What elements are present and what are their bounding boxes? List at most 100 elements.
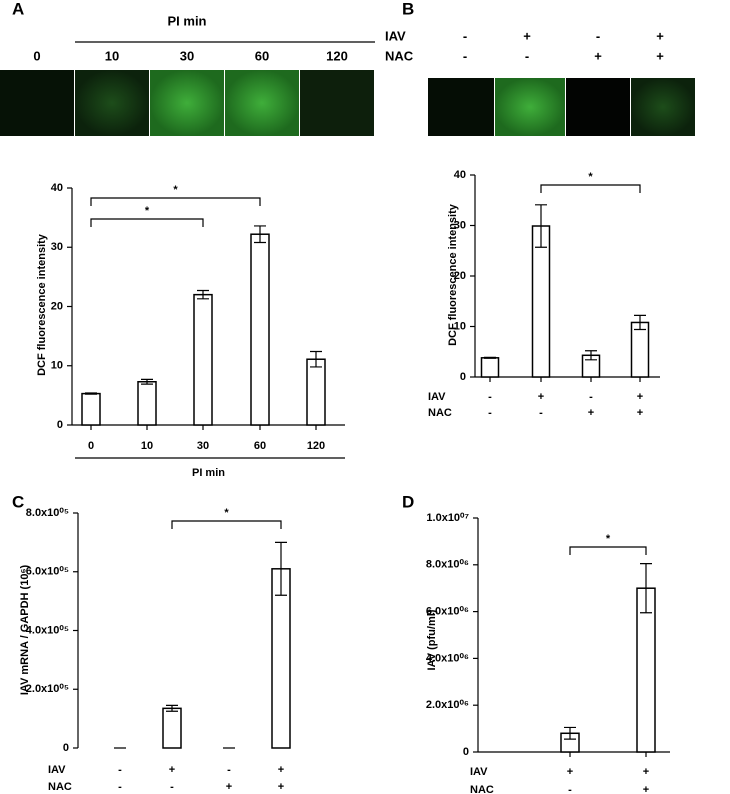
y-axis-label: IAV (pfu/ml) [426, 609, 438, 670]
condition-name: IAV [470, 766, 488, 778]
image-condition-sign: - [525, 48, 529, 63]
condition-sign: + [643, 766, 649, 778]
micrograph [0, 70, 74, 136]
bar [193, 293, 213, 426]
bar [531, 225, 551, 378]
y-axis-label: DCF fluorescence intensity [447, 203, 459, 346]
significance-label: * [224, 507, 229, 519]
condition-name: IAV [428, 391, 446, 403]
image-condition-sign: + [594, 48, 602, 63]
condition-sign: - [227, 764, 231, 776]
y-tick-label: 0 [63, 742, 69, 754]
y-tick-label: 30 [51, 241, 63, 253]
error-bar [564, 726, 576, 740]
micrograph [225, 70, 299, 136]
bar [306, 358, 326, 426]
y-tick-label: 40 [51, 182, 63, 194]
x-tick-label: 60 [254, 440, 266, 452]
y-tick-label: 0 [57, 419, 63, 431]
condition-sign: - [488, 407, 492, 419]
condition-sign: - [118, 781, 122, 793]
error-bar [166, 704, 178, 712]
condition-name: IAV [48, 764, 66, 776]
y-tick-label: 8.0x10⁰⁵ [26, 507, 69, 519]
condition-sign: - [118, 764, 122, 776]
y-tick-label: 6.0x10⁰⁶ [426, 606, 469, 618]
bar [250, 233, 270, 426]
condition-sign: + [226, 781, 232, 793]
condition-sign: + [567, 766, 573, 778]
y-tick-label: 4.0x10⁰⁶ [426, 652, 469, 664]
micrograph [566, 78, 630, 136]
x-tick-label: 0 [88, 440, 94, 452]
condition-name: NAC [428, 407, 452, 419]
y-tick-label: 20 [454, 270, 466, 282]
condition-sign: + [643, 784, 649, 794]
condition-sign: - [488, 391, 492, 403]
image-label: 60 [255, 48, 269, 63]
y-tick-label: 0 [460, 371, 466, 383]
y-tick-label: 8.0x10⁰⁶ [426, 559, 469, 571]
condition-sign: + [637, 391, 643, 403]
y-tick-label: 10 [454, 320, 466, 332]
error-bar [484, 356, 496, 359]
y-tick-label: 1.0x10⁰⁷ [426, 512, 469, 524]
image-condition-name: IAV [385, 28, 406, 43]
bar [480, 357, 500, 378]
y-axis-label: DCF fluorescence intensity [36, 233, 48, 376]
significance-bracket [90, 197, 261, 206]
image-condition-sign: - [463, 28, 467, 43]
significance-label: * [588, 171, 593, 183]
image-condition-sign: - [596, 28, 600, 43]
error-bar [634, 314, 646, 331]
significance-label: * [173, 184, 178, 196]
panel-letter: A [12, 0, 24, 18]
micrograph [75, 70, 149, 136]
condition-sign: - [589, 391, 593, 403]
panel-letter: B [402, 0, 414, 18]
y-tick-label: 30 [454, 219, 466, 231]
y-tick-label: 2.0x10⁰⁵ [26, 683, 69, 695]
y-tick-label: 4.0x10⁰⁵ [26, 624, 69, 636]
y-tick-label: 40 [454, 169, 466, 181]
panel-letter: D [402, 492, 414, 511]
image-condition-name: NAC [385, 48, 414, 63]
micrograph [150, 70, 224, 136]
image-strip-title: PI min [167, 13, 206, 28]
micrograph [428, 78, 494, 136]
image-condition-sign: + [656, 48, 664, 63]
x-tick-label: 10 [141, 440, 153, 452]
error-bar [141, 378, 153, 385]
condition-sign: - [170, 781, 174, 793]
micrographs-a [0, 70, 374, 136]
condition-sign: + [169, 764, 175, 776]
y-tick-label: 10 [51, 360, 63, 372]
error-bar [197, 289, 209, 300]
condition-sign: + [538, 391, 544, 403]
error-bar [535, 204, 547, 248]
y-axis-label: IAV mRNA / GAPDH (10⁶) [19, 564, 31, 695]
image-label: 0 [33, 48, 40, 63]
error-bar [254, 225, 266, 244]
error-bar [640, 563, 652, 614]
significance-label: * [606, 533, 611, 545]
bar [162, 707, 182, 749]
error-bar [275, 541, 287, 596]
error-bar [585, 350, 597, 361]
condition-sign: - [568, 784, 572, 794]
condition-sign: - [539, 407, 543, 419]
condition-sign: + [637, 407, 643, 419]
panel-letter: C [12, 492, 24, 511]
image-label: 30 [180, 48, 194, 63]
condition-sign: + [278, 781, 284, 793]
image-condition-sign: + [523, 28, 531, 43]
condition-sign: + [588, 407, 594, 419]
micrograph [300, 70, 374, 136]
significance-bracket [171, 520, 282, 529]
x-tick-label: 120 [307, 440, 325, 452]
significance-label: * [145, 205, 150, 217]
bar [81, 392, 101, 426]
x-axis-label: PI min [192, 467, 225, 479]
significance-bracket [540, 184, 641, 193]
